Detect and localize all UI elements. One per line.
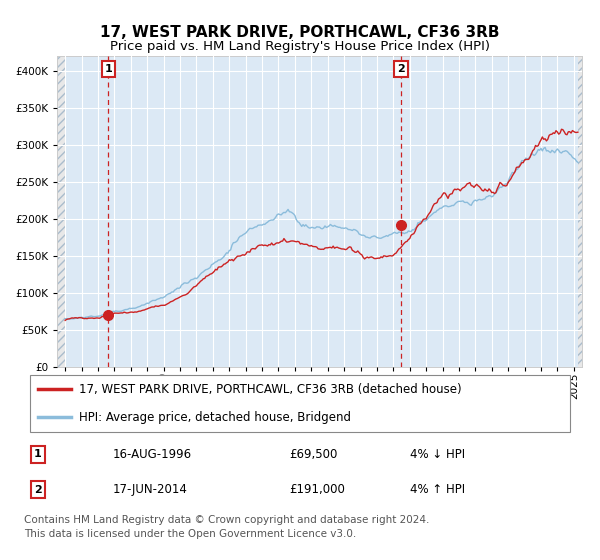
Text: 1: 1 xyxy=(34,449,41,459)
Text: HPI: Average price, detached house, Bridgend: HPI: Average price, detached house, Brid… xyxy=(79,411,351,424)
Text: 2: 2 xyxy=(397,64,405,74)
Text: £191,000: £191,000 xyxy=(289,483,345,496)
Text: 17, WEST PARK DRIVE, PORTHCAWL, CF36 3RB: 17, WEST PARK DRIVE, PORTHCAWL, CF36 3RB xyxy=(100,25,500,40)
Text: Contains HM Land Registry data © Crown copyright and database right 2024.
This d: Contains HM Land Registry data © Crown c… xyxy=(24,515,430,539)
Text: 2: 2 xyxy=(34,485,41,494)
Text: 4% ↑ HPI: 4% ↑ HPI xyxy=(410,483,466,496)
Text: 17-JUN-2014: 17-JUN-2014 xyxy=(112,483,187,496)
FancyBboxPatch shape xyxy=(29,375,571,432)
Text: 1: 1 xyxy=(104,64,112,74)
Text: Price paid vs. HM Land Registry's House Price Index (HPI): Price paid vs. HM Land Registry's House … xyxy=(110,40,490,53)
Text: 4% ↓ HPI: 4% ↓ HPI xyxy=(410,447,466,461)
Text: 16-AUG-1996: 16-AUG-1996 xyxy=(112,447,191,461)
Text: £69,500: £69,500 xyxy=(289,447,337,461)
Text: 17, WEST PARK DRIVE, PORTHCAWL, CF36 3RB (detached house): 17, WEST PARK DRIVE, PORTHCAWL, CF36 3RB… xyxy=(79,382,462,395)
